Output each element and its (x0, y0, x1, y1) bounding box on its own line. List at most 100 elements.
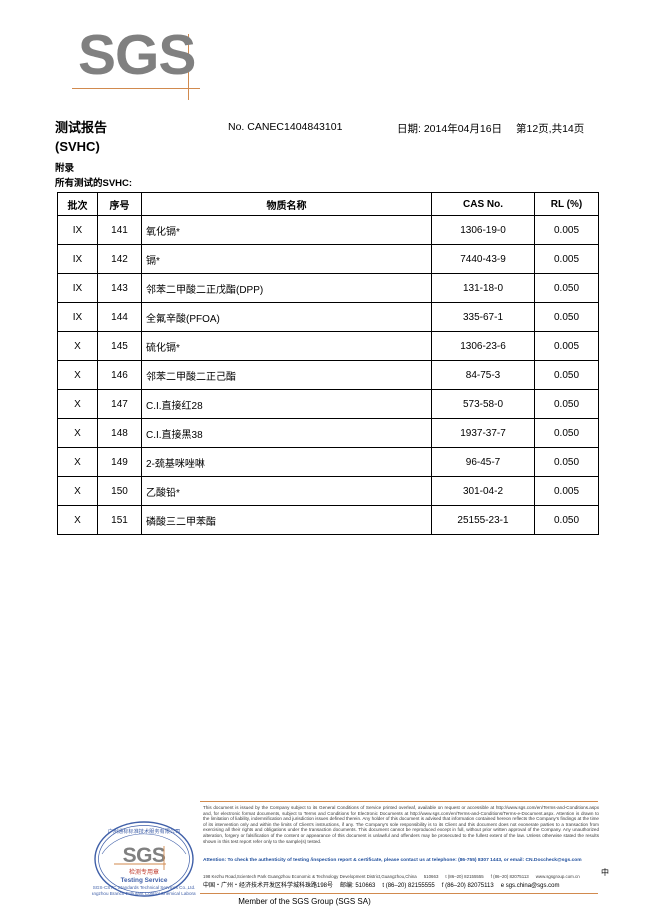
cell-batch: IX (57, 215, 98, 245)
cell-rl: 0.050 (534, 360, 599, 390)
table-row: X 146 邻苯二甲酸二正己酯 84-75-3 0.050 (57, 360, 599, 390)
svhc-table: 批次 序号 物质名称 CAS No. RL (%) IX 141 氧化镉* 1306-… (57, 192, 599, 535)
table-row: X 149 2-巯基咪唑啉 96-45-7 0.050 (57, 447, 599, 477)
cell-substance: C.I.直接黑38 (141, 418, 432, 448)
cell-rl: 0.050 (534, 389, 599, 419)
column-header-rl: RL (%) (534, 192, 599, 216)
cell-sequence: 142 (97, 244, 142, 274)
email-cn: e sgs.china@sgs.com (500, 883, 560, 889)
cell-sequence: 143 (97, 273, 142, 303)
cell-rl: 0.005 (534, 476, 599, 506)
cell-sequence: 149 (97, 447, 142, 477)
svg-text:Testing Service: Testing Service (121, 877, 168, 884)
footer-top-rule (200, 801, 598, 802)
cell-substance: 氧化镉* (141, 215, 432, 245)
table-header-row: 批次 序号 物质名称 CAS No. RL (%) (57, 192, 599, 216)
table-row: X 145 硫化镉* 1306-23-6 0.005 (57, 331, 599, 361)
cell-cas: 301-04-2 (431, 476, 535, 506)
cell-sequence: 145 (97, 331, 142, 361)
postcode-en: 510663 (423, 874, 439, 879)
svg-text:Guangzhou Branch Pollutant Con: Guangzhou Branch Pollutant Control Chemi… (92, 891, 196, 896)
cell-batch: X (57, 331, 98, 361)
page-number: 第12页,共14页 (516, 123, 585, 135)
cell-substance: 硫化镉* (141, 331, 432, 361)
column-header-substance: 物质名称 (141, 192, 432, 216)
cell-rl: 0.050 (534, 447, 599, 477)
fax-en: f (86–20) 82075113 (490, 874, 529, 879)
svg-text:SGS-CSTC Standards Technical S: SGS-CSTC Standards Technical Services Co… (93, 885, 196, 890)
table-row: IX 142 镉* 7440-43-9 0.005 (57, 244, 599, 274)
cell-substance: 全氟辛酸(PFOA) (141, 302, 432, 332)
cell-sequence: 148 (97, 418, 142, 448)
address-en-text: 198 Kezhu Road,Scientech Park Guangzhou … (203, 874, 417, 879)
cell-sequence: 144 (97, 302, 142, 332)
footer-bottom-rule (200, 893, 598, 894)
cell-rl: 0.050 (534, 418, 599, 448)
cell-substance: 2-巯基咪唑啉 (141, 447, 432, 477)
side-mark: 中 (601, 868, 609, 877)
column-header-sequence: 序号 (97, 192, 142, 216)
cell-cas: 84-75-3 (431, 360, 535, 390)
cell-substance: 邻苯二甲酸二正己酯 (141, 360, 432, 390)
logo-wordmark: SGS (78, 23, 196, 87)
cell-cas: 1306-19-0 (431, 215, 535, 245)
cell-cas: 1306-23-6 (431, 331, 535, 361)
cell-sequence: 146 (97, 360, 142, 390)
table-row: IX 141 氧化镉* 1306-19-0 0.005 (57, 215, 599, 245)
cell-sequence: 151 (97, 505, 142, 535)
website: www.sgsgroup.com.cn (535, 874, 580, 879)
cell-batch: X (57, 360, 98, 390)
svg-text:SGS: SGS (123, 844, 166, 867)
telephone-en: t (86–20) 82155555 (445, 874, 484, 879)
cell-sequence: 141 (97, 215, 142, 245)
cell-batch: IX (57, 302, 98, 332)
cell-rl: 0.005 (534, 215, 599, 245)
appendix-label: 附录 (55, 163, 75, 174)
page-title: 测试报告 (SVHC) (55, 118, 107, 156)
legal-disclaimer: This document is issued by the Company s… (203, 805, 599, 844)
report-number: No. CANEC1404843101 (228, 121, 343, 133)
address-cn-text: 中国・广州・经济技术开发区科学城科珠路198号 (203, 883, 334, 889)
page-title-line2: (SVHC) (55, 139, 100, 154)
cell-cas: 96-45-7 (431, 447, 535, 477)
fax-cn: f (86–20) 82075113 (441, 883, 494, 889)
sgs-logo: SGS (72, 23, 272, 100)
cell-cas: 1937-37-7 (431, 418, 535, 448)
cell-batch: IX (57, 273, 98, 303)
table-row: X 151 磷酸三二甲苯酯 25155-23-1 0.050 (57, 505, 599, 535)
address-line-english: 198 Kezhu Road,Scientech Park Guangzhou … (203, 874, 603, 880)
cell-batch: X (57, 418, 98, 448)
table-row: X 147 C.I.直接红28 573-58-0 0.050 (57, 389, 599, 419)
cell-rl: 0.005 (534, 331, 599, 361)
address-line-chinese: 中国・广州・经济技术开发区科学城科珠路198号 邮编: 510663 t (86–2… (203, 882, 603, 890)
logo-vertical-rule (188, 34, 189, 100)
cell-substance: C.I.直接红28 (141, 389, 432, 419)
page-title-line1: 测试报告 (55, 120, 108, 135)
cell-batch: X (57, 447, 98, 477)
testing-service-seal: 广州通标标准技术服务有限公司 SGS 检测专用章 Testing Service… (85, 820, 204, 898)
telephone-cn: t (86–20) 82155555 (382, 883, 435, 889)
cell-cas: 131-18-0 (431, 273, 535, 303)
table-row: X 148 C.I.直接黑38 1937-37-7 0.050 (57, 418, 599, 448)
cell-substance: 邻苯二甲酸二正戊酯(DPP) (141, 273, 432, 303)
table-row: IX 144 全氟辛酸(PFOA) 335-67-1 0.050 (57, 302, 599, 332)
cell-batch: X (57, 389, 98, 419)
cell-batch: IX (57, 244, 98, 274)
cell-rl: 0.005 (534, 244, 599, 274)
cell-batch: X (57, 505, 98, 535)
cell-sequence: 147 (97, 389, 142, 419)
cell-substance: 磷酸三二甲苯酯 (141, 505, 432, 535)
table-row: IX 143 邻苯二甲酸二正戊酯(DPP) 131-18-0 0.050 (57, 273, 599, 303)
cell-rl: 0.050 (534, 505, 599, 535)
group-membership: Member of the SGS Group (SGS SA) (238, 897, 371, 906)
svg-text:广州通标标准技术服务有限公司: 广州通标标准技术服务有限公司 (108, 827, 181, 835)
postcode-cn: 邮编: 510663 (340, 883, 376, 889)
column-header-batch: 批次 (57, 192, 98, 216)
cell-cas: 335-67-1 (431, 302, 535, 332)
table-body: IX 141 氧化镉* 1306-19-0 0.005 IX 142 镉* 7440-43-9 0… (57, 215, 599, 535)
cell-batch: X (57, 476, 98, 506)
report-date: 日期: 2014年04月16日 (397, 123, 503, 135)
column-header-cas: CAS No. (431, 192, 535, 216)
cell-cas: 573-58-0 (431, 389, 535, 419)
